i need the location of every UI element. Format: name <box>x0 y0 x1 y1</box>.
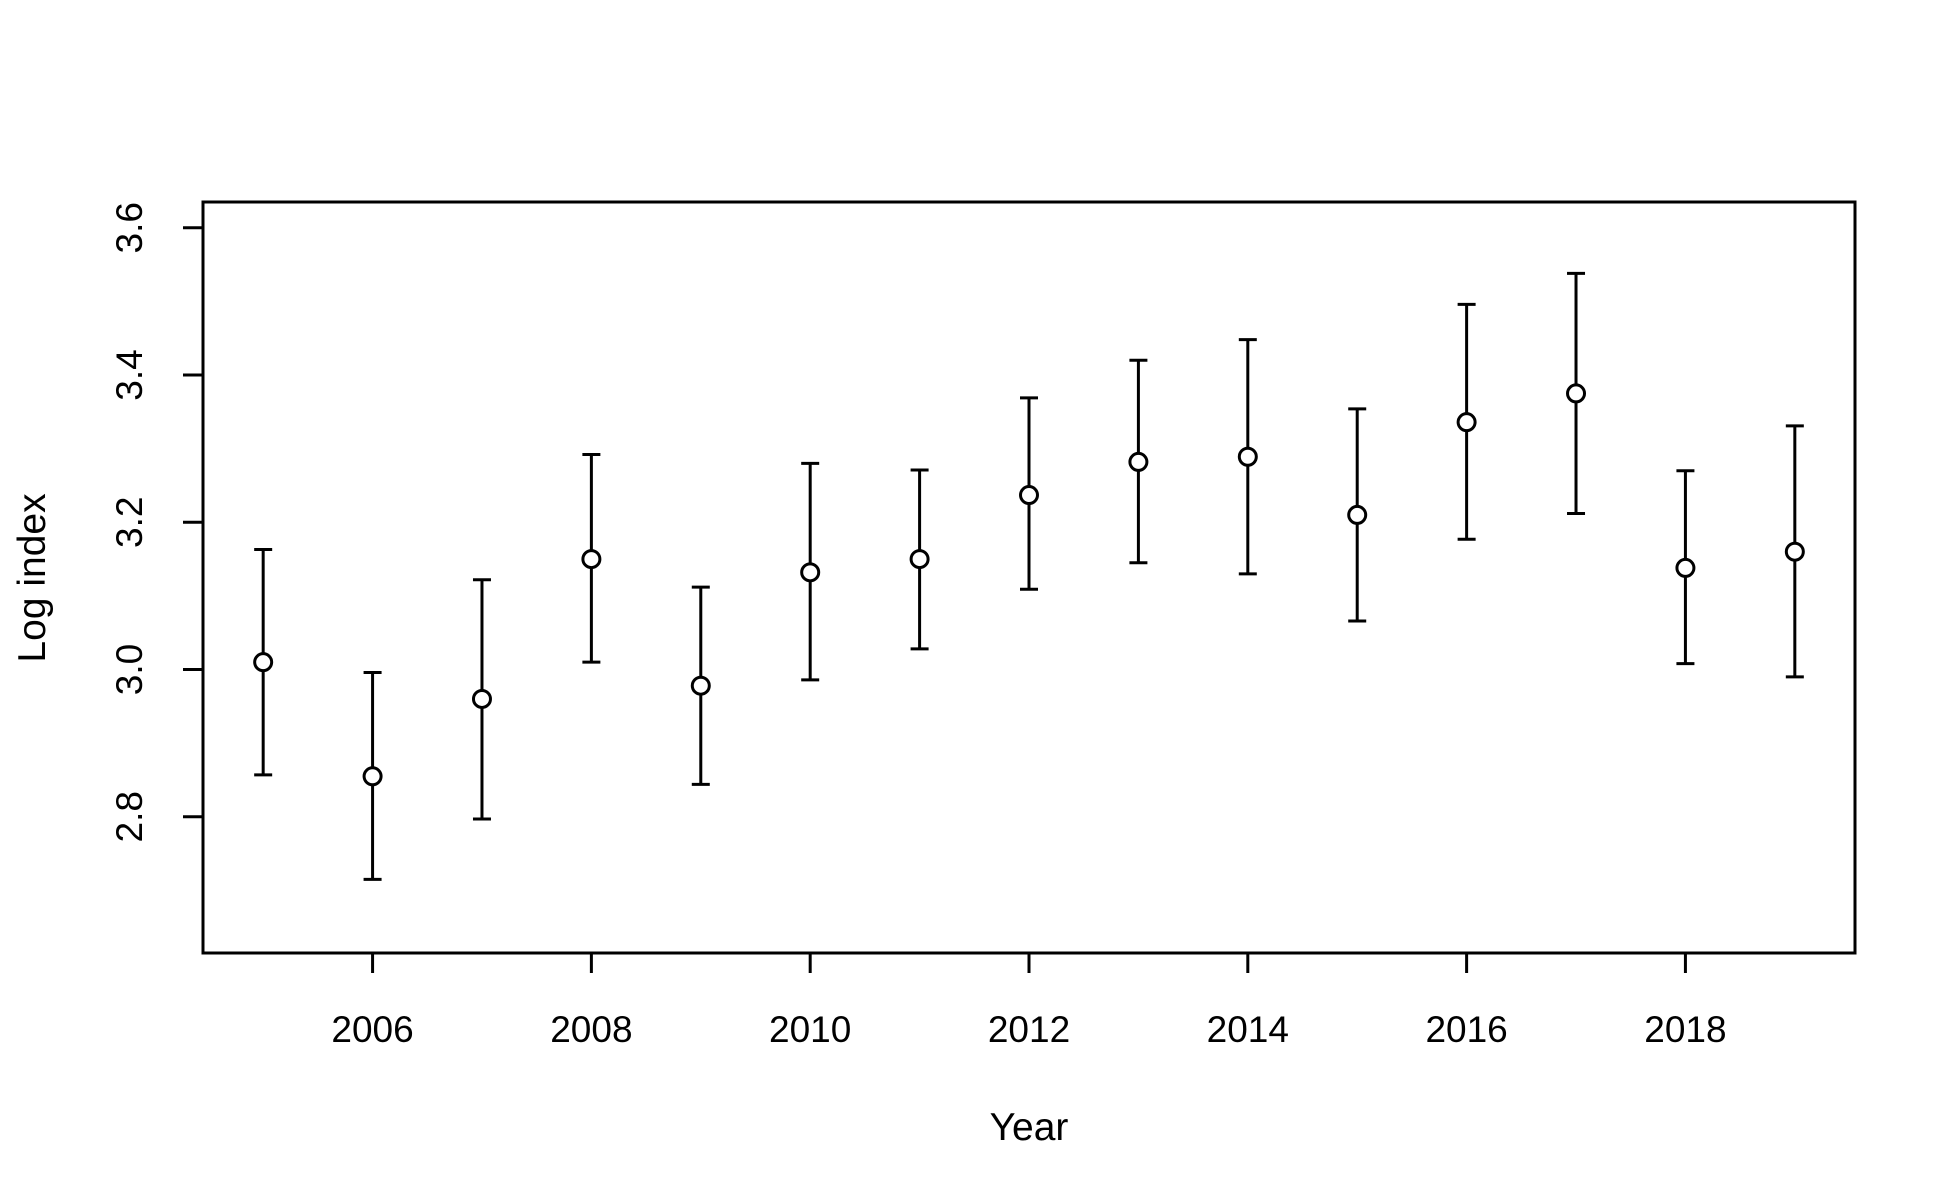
points-layer <box>253 383 1805 787</box>
y-tick-label-3: 3.4 <box>109 349 150 400</box>
point-2007 <box>471 688 492 709</box>
point-2013 <box>1128 451 1149 472</box>
x-axis-title: Year <box>990 1106 1069 1149</box>
y-tick-label-2: 3.2 <box>109 497 150 548</box>
x-tick-label-2016: 2016 <box>1425 1009 1507 1050</box>
y-tick-label-1: 3.0 <box>109 644 150 695</box>
y-tick-label-0: 2.8 <box>109 791 150 842</box>
y-axis: 2.8 3.0 3.2 3.4 3.6 <box>109 202 205 843</box>
point-2019 <box>1784 541 1805 562</box>
point-2011 <box>909 549 930 570</box>
point-2017 <box>1566 383 1587 404</box>
x-tick-label-2014: 2014 <box>1207 1009 1289 1050</box>
y-tick-label-4: 3.6 <box>109 202 150 253</box>
point-2012 <box>1019 485 1039 506</box>
x-axis: 2006 2008 2010 2012 2014 2016 2018 <box>331 951 1727 1050</box>
point-2008 <box>581 549 602 570</box>
x-tick-label-2018: 2018 <box>1644 1009 1726 1050</box>
point-2009 <box>690 675 711 696</box>
x-tick-label-2012: 2012 <box>988 1009 1070 1050</box>
point-2018 <box>1675 557 1696 578</box>
point-2005 <box>253 652 274 673</box>
point-2014 <box>1237 446 1258 467</box>
point-2015 <box>1347 504 1368 525</box>
x-tick-label-2008: 2008 <box>550 1009 632 1050</box>
point-2010 <box>800 562 821 583</box>
y-axis-title: Log index <box>11 493 54 663</box>
x-tick-label-2010: 2010 <box>769 1009 851 1050</box>
point-2006 <box>362 766 383 787</box>
x-tick-label-2006: 2006 <box>331 1009 413 1050</box>
point-2016 <box>1456 412 1477 433</box>
